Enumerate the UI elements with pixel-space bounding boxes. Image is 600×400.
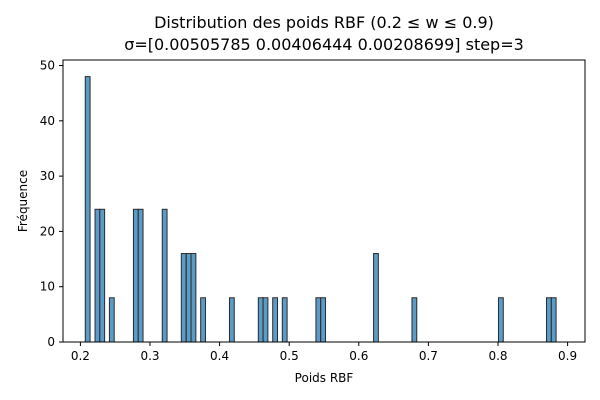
histogram-bar <box>373 253 379 343</box>
histogram-bar <box>497 297 504 343</box>
histogram-bar <box>185 253 192 343</box>
x-tick-label: 0.5 <box>280 349 299 363</box>
histogram-bar <box>262 297 269 343</box>
histogram-bar <box>137 208 144 343</box>
x-tick-label: 0.8 <box>488 349 507 363</box>
bars-group <box>84 76 557 343</box>
histogram-bar <box>546 297 552 343</box>
histogram-bar <box>320 297 327 343</box>
histogram-bar <box>99 208 106 343</box>
y-tick-label: 40 <box>40 114 55 128</box>
chart-title: Distribution des poids RBF (0.2 ≤ w ≤ 0.… <box>154 13 494 32</box>
histogram-bar <box>108 297 115 343</box>
histogram-bar <box>272 297 279 343</box>
histogram-bar <box>161 208 168 343</box>
x-axis-label: Poids RBF <box>295 371 354 385</box>
plot-frame <box>62 59 586 343</box>
y-axis-ticks: 0 10 20 30 40 50 <box>40 59 63 349</box>
histogram-bar <box>200 297 206 343</box>
x-tick-label: 0.3 <box>140 349 159 363</box>
histogram-bar <box>550 297 557 343</box>
y-tick-label: 20 <box>40 224 55 238</box>
y-tick-label: 10 <box>40 280 55 294</box>
y-axis-label: Fréquence <box>16 170 30 232</box>
histogram-bar <box>281 297 288 343</box>
histogram-bar <box>411 297 418 343</box>
x-axis-ticks: 0.2 0.3 0.4 0.5 0.6 0.7 0.8 0.9 <box>71 342 577 363</box>
x-tick-label: 0.9 <box>558 349 577 363</box>
histogram-bar <box>228 297 235 343</box>
y-tick-label: 50 <box>40 59 55 73</box>
x-tick-label: 0.6 <box>349 349 368 363</box>
histogram-bar <box>257 297 264 343</box>
x-tick-label: 0.2 <box>71 349 90 363</box>
histogram-bar <box>94 208 101 343</box>
histogram-bar <box>190 253 197 343</box>
y-tick-label: 0 <box>47 335 55 349</box>
x-tick-label: 0.7 <box>419 349 438 363</box>
y-tick-label: 30 <box>40 169 55 183</box>
histogram-bar <box>315 297 322 343</box>
x-tick-label: 0.4 <box>210 349 229 363</box>
histogram-bar <box>84 76 91 343</box>
chart-subtitle: σ=[0.00505785 0.00406444 0.00208699] ste… <box>124 35 524 54</box>
histogram-bar <box>180 253 187 343</box>
histogram-bar <box>132 208 139 343</box>
